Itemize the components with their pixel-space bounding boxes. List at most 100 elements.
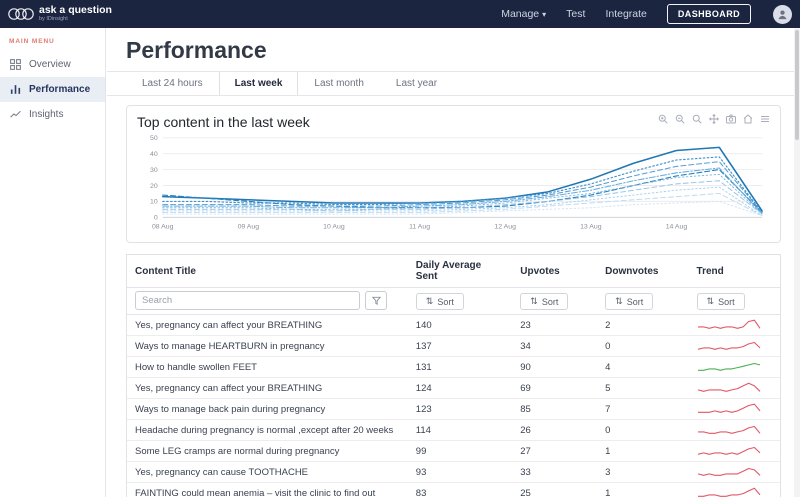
trend-line-icon <box>9 108 22 121</box>
pan-icon[interactable] <box>708 113 720 125</box>
column-header-daily-average-sent: Daily Average Sent <box>408 255 512 288</box>
table-filter-row: ⇅ Sort ⇅ Sort ⇅ Sort <box>127 288 780 315</box>
zoom-in-icon[interactable] <box>657 113 669 125</box>
magnifier-icon[interactable] <box>691 113 703 125</box>
sidebar-item-insights[interactable]: Insights <box>0 102 105 127</box>
app-logo[interactable]: ask a question by IDinsight <box>8 5 112 23</box>
table-header-row: Content Title Daily Average Sent Upvotes… <box>127 255 780 288</box>
page-scrollbar[interactable] <box>794 28 800 497</box>
trend-cell <box>689 420 780 441</box>
sort-button-daily-average[interactable]: ⇅ Sort <box>416 293 464 310</box>
logo-subtitle: by IDinsight <box>39 17 112 23</box>
table-row: Yes, pregnancy can affect your BREATHING… <box>127 315 780 336</box>
upvotes-cell: 33 <box>512 462 597 483</box>
content-title-cell: Yes, pregnancy can cause TOOTHACHE <box>127 462 408 483</box>
sort-button-trend[interactable]: ⇅ Sort <box>697 293 745 310</box>
table-row: Some LEG cramps are normal during pregna… <box>127 441 780 462</box>
nav-item-manage-label: Manage <box>501 8 539 20</box>
content-title-cell: Yes, pregnancy can affect your BREATHING <box>127 378 408 399</box>
scrollbar-thumb[interactable] <box>795 30 799 140</box>
upvotes-cell: 27 <box>512 441 597 462</box>
logo-text: ask a question by IDinsight <box>39 5 112 23</box>
upvotes-cell: 69 <box>512 378 597 399</box>
tab-last-year[interactable]: Last year <box>380 72 453 95</box>
sidebar-item-performance[interactable]: Performance <box>0 77 105 102</box>
sort-button-downvotes[interactable]: ⇅ Sort <box>605 293 653 310</box>
dashboard-button[interactable]: DASHBOARD <box>667 4 751 24</box>
nav-item-test[interactable]: Test <box>566 8 585 20</box>
column-header-downvotes: Downvotes <box>597 255 688 288</box>
tab-last-week[interactable]: Last week <box>219 72 299 95</box>
svg-text:0: 0 <box>154 215 158 222</box>
content-title-cell: Headache during pregnancy is normal ,exc… <box>127 420 408 441</box>
tab-last-24-hours[interactable]: Last 24 hours <box>126 72 219 95</box>
sort-cell-trend: ⇅ Sort <box>689 288 780 315</box>
daily-average-cell: 99 <box>408 441 512 462</box>
sort-button-upvotes[interactable]: ⇅ Sort <box>520 293 568 310</box>
sort-button-label: Sort <box>718 297 735 307</box>
tab-last-month[interactable]: Last month <box>298 72 379 95</box>
trend-cell <box>689 378 780 399</box>
svg-text:50: 50 <box>150 135 158 142</box>
sort-button-label: Sort <box>542 297 559 307</box>
sort-button-label: Sort <box>437 297 454 307</box>
upvotes-cell: 23 <box>512 315 597 336</box>
sidebar-item-label: Performance <box>29 84 90 95</box>
main-content: Performance Last 24 hours Last week Last… <box>107 28 800 497</box>
table-body: Yes, pregnancy can affect your BREATHING… <box>127 315 780 497</box>
daily-average-cell: 131 <box>408 357 512 378</box>
downvotes-cell: 7 <box>597 399 688 420</box>
top-navbar: ask a question by IDinsight Manage ▾ Tes… <box>0 0 800 28</box>
sidebar: MAIN MENU Overview Performance Insights <box>0 28 106 497</box>
trend-cell <box>689 462 780 483</box>
camera-icon[interactable] <box>725 113 737 125</box>
filter-button[interactable] <box>365 291 387 310</box>
daily-average-cell: 140 <box>408 315 512 336</box>
content-table-card: Content Title Daily Average Sent Upvotes… <box>126 254 781 497</box>
svg-text:09 Aug: 09 Aug <box>238 224 260 231</box>
content-title-cell: How to handle swollen FEET <box>127 357 408 378</box>
nav-item-manage[interactable]: Manage ▾ <box>501 8 546 20</box>
upvotes-cell: 26 <box>512 420 597 441</box>
logo-title: ask a question <box>39 5 112 16</box>
chevron-down-icon: ▾ <box>542 10 546 19</box>
zoom-out-icon[interactable] <box>674 113 686 125</box>
nav-item-integrate[interactable]: Integrate <box>605 8 646 20</box>
autoscale-home-icon[interactable] <box>742 113 754 125</box>
user-avatar[interactable] <box>773 5 792 24</box>
sidebar-item-overview[interactable]: Overview <box>0 52 105 77</box>
nav-item-integrate-label: Integrate <box>605 8 646 20</box>
sort-button-label: Sort <box>627 297 644 307</box>
trend-sparkline <box>697 381 761 395</box>
downvotes-cell: 5 <box>597 378 688 399</box>
page-title: Performance <box>126 37 800 64</box>
svg-text:30: 30 <box>150 167 158 174</box>
content-table: Content Title Daily Average Sent Upvotes… <box>127 255 780 497</box>
time-range-tabs: Last 24 hours Last week Last month Last … <box>107 71 800 96</box>
performance-chart[interactable]: 0102030405008 Aug09 Aug10 Aug11 Aug12 Au… <box>137 134 770 240</box>
daily-average-cell: 124 <box>408 378 512 399</box>
svg-text:20: 20 <box>150 183 158 190</box>
search-input[interactable] <box>135 291 360 310</box>
upvotes-cell: 34 <box>512 336 597 357</box>
svg-text:08 Aug: 08 Aug <box>152 224 174 231</box>
trend-sparkline <box>697 318 761 332</box>
table-row: Ways to manage back pain during pregnanc… <box>127 399 780 420</box>
nav-item-test-label: Test <box>566 8 585 20</box>
table-row: Headache during pregnancy is normal ,exc… <box>127 420 780 441</box>
svg-text:14 Aug: 14 Aug <box>666 224 688 231</box>
sort-cell-daily-average: ⇅ Sort <box>408 288 512 315</box>
menu-icon[interactable] <box>759 113 771 125</box>
sort-cell-upvotes: ⇅ Sort <box>512 288 597 315</box>
svg-text:12 Aug: 12 Aug <box>494 224 516 231</box>
table-row: Ways to manage HEARTBURN in pregnancy137… <box>127 336 780 357</box>
upvotes-cell: 90 <box>512 357 597 378</box>
filter-icon <box>371 295 382 306</box>
sidebar-item-label: Insights <box>29 109 63 120</box>
table-row: FAINTING could mean anemia – visit the c… <box>127 483 780 497</box>
content-title-cell: FAINTING could mean anemia – visit the c… <box>127 483 408 497</box>
svg-text:40: 40 <box>150 151 158 158</box>
sort-arrows-icon: ⇅ <box>426 297 434 306</box>
upvotes-cell: 85 <box>512 399 597 420</box>
bar-chart-icon <box>9 83 22 96</box>
